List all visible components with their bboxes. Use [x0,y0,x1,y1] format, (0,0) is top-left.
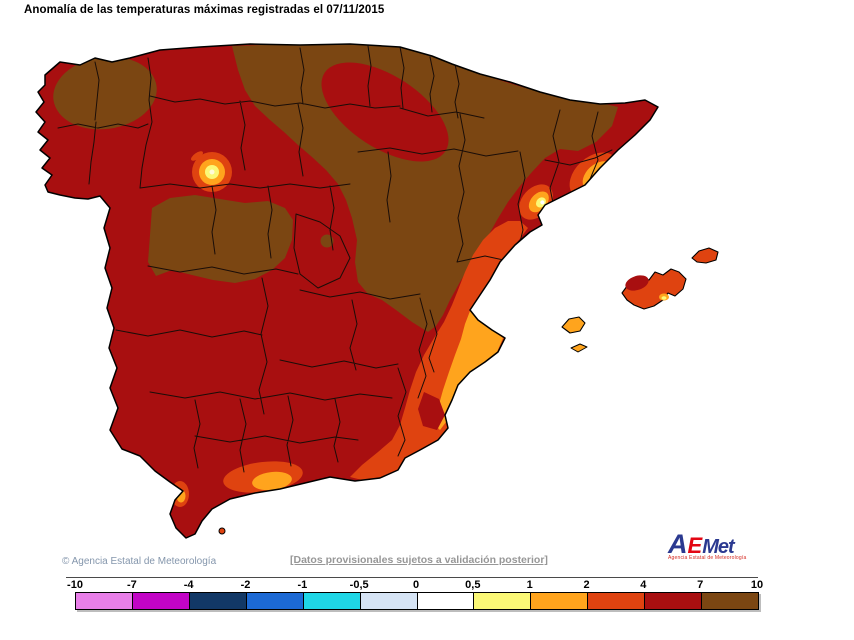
spot-yellow-alicante-2 [447,411,457,425]
legend-tick-label: 1 [526,579,533,591]
bullseye-zamora [191,151,232,192]
page-title: Anomalía de las temperaturas máximas reg… [24,4,385,16]
logo-letter-a: A [668,529,688,559]
region-cantabria-navarra-red [321,62,449,162]
legend-cell [76,593,133,609]
provisional-note: [Datos provisionales sujetos a validació… [290,554,548,566]
legend-tick-label: -0,5 [349,579,369,591]
aemet-logo: AEMet Agencia Estatal de Meteorología [668,531,758,561]
legend-tick-label: 0,5 [465,579,481,591]
legend-labels: -10 -7 -4 -2 -1 -0,5 0 0,5 1 2 4 7 10 [67,578,763,591]
region-madrid-dot [320,234,334,248]
legend-tick-label: -7 [126,579,137,591]
region-east-coast-strip [350,221,528,480]
legend-tick-label: 2 [583,579,590,591]
legend-tick-label: -10 [67,579,83,591]
legend-cell [303,593,361,609]
legend-cell [645,593,703,609]
legend-cell [417,593,475,609]
copyright-note: © Agencia Estatal de Meteorología [62,556,217,567]
legend-rule [66,577,758,578]
legend-cell [531,593,589,609]
island-mallorca [621,268,687,310]
legend-cell [588,593,646,609]
spain-anomaly-map [35,43,719,539]
island-ibiza [561,316,586,334]
spot-white-torrevieja [454,412,458,416]
legend-cell [360,593,418,609]
region-brown-central [148,195,293,283]
legend-tick-label: -1 [297,579,308,591]
region-brown-galicia [53,56,157,130]
legend-tick-label: -2 [240,579,251,591]
ceuta-dot [218,527,226,535]
coastline [35,43,659,539]
logo-letter-e: E [687,533,703,558]
region-murcia-red-wedge [418,392,445,430]
legend-tick-label: 0 [412,579,420,591]
legend-tick-label: 10 [750,579,764,591]
legend-cell [702,593,759,609]
island-menorca [691,247,719,264]
legend-cell [474,593,532,609]
logo-subtitle: Agencia Estatal de Meteorología [668,555,747,561]
legend-tick-label: 7 [697,579,704,591]
legend-cell [246,593,304,609]
legend-tick-label: 4 [640,579,647,591]
logo-letters-met: Met [702,536,734,558]
province-borders [57,45,613,473]
legend-cell [132,593,190,609]
legend-bar [75,592,759,610]
legend-tick-label: -4 [183,579,194,591]
legend-cell [189,593,247,609]
aemet-logo-text: AEMet [668,531,758,558]
island-formentera [570,343,588,353]
region-brown-north [232,44,618,332]
